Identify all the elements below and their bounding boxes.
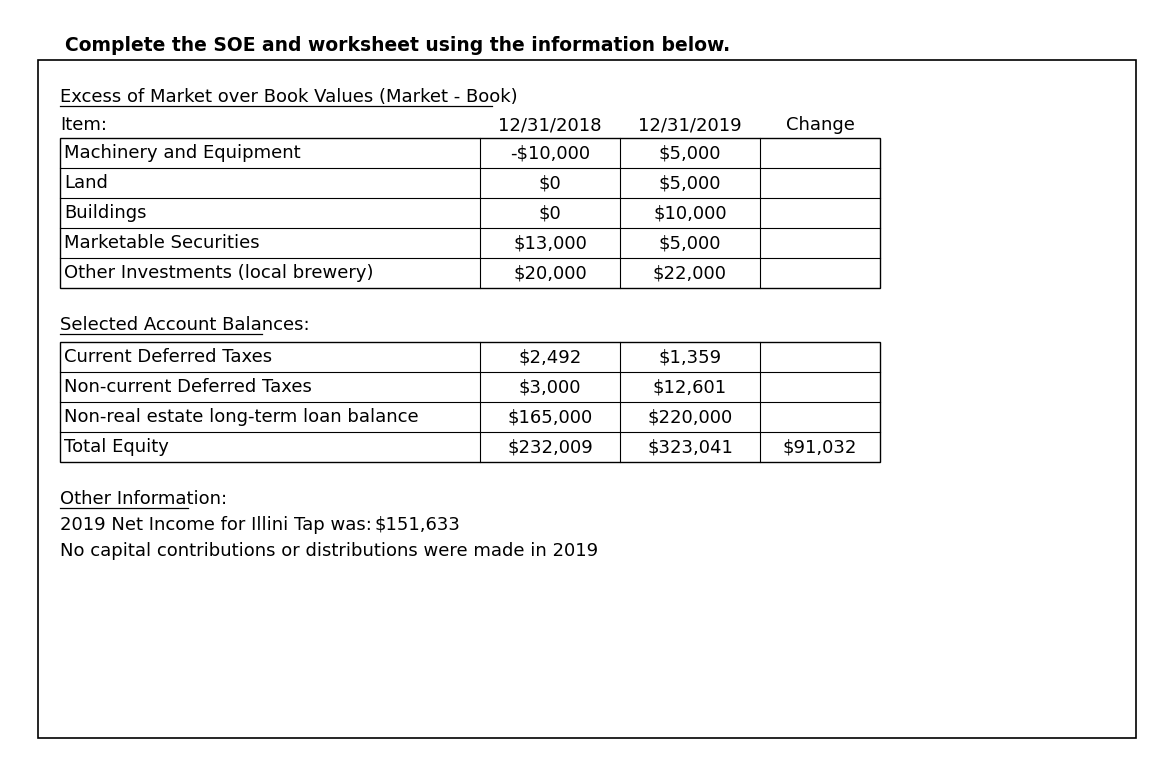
Bar [60, 342, 880, 462]
Text: $5,000: $5,000 [659, 234, 721, 252]
Text: $323,041: $323,041 [647, 438, 733, 456]
Text: Other Investments (local brewery): Other Investments (local brewery) [65, 264, 373, 282]
Text: -$10,000: -$10,000 [510, 144, 591, 162]
Text: $12,601: $12,601 [653, 378, 727, 396]
Text: $5,000: $5,000 [659, 144, 721, 162]
Text: $0: $0 [539, 204, 561, 222]
Text: $232,009: $232,009 [507, 438, 593, 456]
Text: 12/31/2018: 12/31/2018 [498, 116, 602, 134]
Text: $22,000: $22,000 [653, 264, 727, 282]
Text: Selected Account Balances:: Selected Account Balances: [60, 316, 310, 334]
Text: $3,000: $3,000 [519, 378, 581, 396]
Text: Buildings: Buildings [65, 204, 147, 222]
Text: Non-real estate long-term loan balance: Non-real estate long-term loan balance [65, 408, 419, 426]
Text: 12/31/2019: 12/31/2019 [639, 116, 742, 134]
Text: $20,000: $20,000 [513, 264, 587, 282]
Text: Marketable Securities: Marketable Securities [65, 234, 259, 252]
Text: Change: Change [785, 116, 855, 134]
Text: Item:: Item: [60, 116, 107, 134]
Text: Excess of Market over Book Values (Market - Book): Excess of Market over Book Values (Marke… [60, 88, 518, 106]
Bar [38, 60, 1136, 738]
Bar [60, 138, 880, 288]
Text: $165,000: $165,000 [507, 408, 593, 426]
Text: $151,633: $151,633 [375, 516, 461, 534]
Text: Machinery and Equipment: Machinery and Equipment [65, 144, 301, 162]
Text: $2,492: $2,492 [519, 348, 581, 366]
Text: $13,000: $13,000 [513, 234, 587, 252]
Text: 2019 Net Income for Illini Tap was:: 2019 Net Income for Illini Tap was: [60, 516, 372, 534]
Text: $5,000: $5,000 [659, 174, 721, 192]
Text: $220,000: $220,000 [647, 408, 733, 426]
Text: Land: Land [65, 174, 108, 192]
Text: Non-current Deferred Taxes: Non-current Deferred Taxes [65, 378, 312, 396]
Text: Total Equity: Total Equity [65, 438, 169, 456]
Text: $91,032: $91,032 [783, 438, 857, 456]
Text: $1,359: $1,359 [659, 348, 722, 366]
Text: No capital contributions or distributions were made in 2019: No capital contributions or distribution… [60, 542, 598, 560]
Text: $0: $0 [539, 174, 561, 192]
Text: Complete the SOE and worksheet using the information below.: Complete the SOE and worksheet using the… [65, 36, 730, 55]
Text: Other Information:: Other Information: [60, 490, 227, 508]
Text: $10,000: $10,000 [653, 204, 727, 222]
Text: Current Deferred Taxes: Current Deferred Taxes [65, 348, 272, 366]
